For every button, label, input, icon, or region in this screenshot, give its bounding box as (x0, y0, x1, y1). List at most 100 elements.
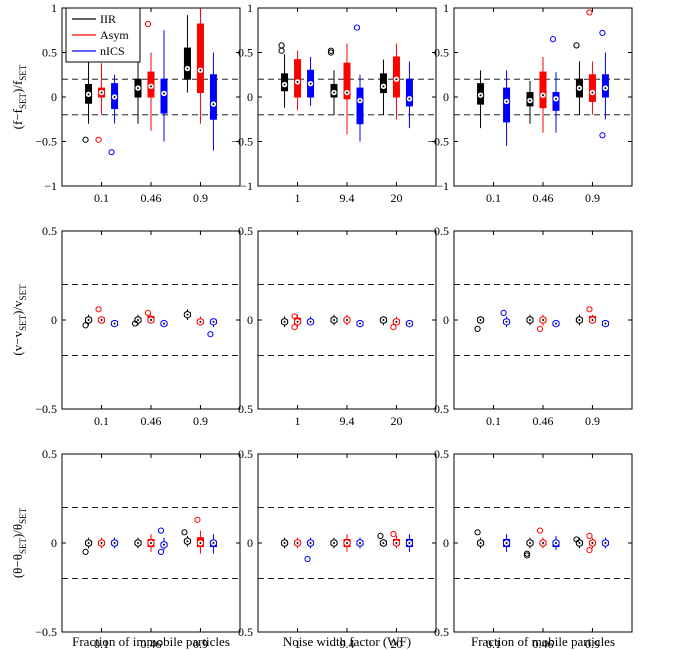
outlier-point (278, 47, 285, 54)
y-tick-label: −0.5 (427, 402, 449, 416)
outlier-point (291, 324, 298, 331)
label-subscript: SET (18, 64, 28, 81)
row-2-y-axis-label: (θ−θSET)/θSET (10, 507, 28, 578)
y-tick-label: 0.5 (434, 46, 449, 60)
box-asym-0 (97, 537, 106, 549)
box-nics-2 (207, 318, 218, 338)
median-dot (408, 97, 411, 100)
panel-r2-c0: −0.5 0 0.5 0.1 0.46 0.9 (35, 447, 241, 650)
box-iir-2 (181, 529, 192, 547)
box-nics-1 (552, 535, 560, 551)
median-dot (212, 320, 215, 323)
median-dot (137, 87, 139, 90)
outlier-point (278, 42, 285, 49)
median-dot (212, 103, 215, 106)
outlier-point (390, 531, 397, 538)
median-dot (529, 319, 531, 321)
box-nics-0 (304, 537, 315, 563)
outlier-point (82, 548, 89, 556)
y-tick-label: 0.5 (42, 224, 57, 238)
median-dot (199, 69, 202, 72)
box-asym-2 (194, 516, 205, 554)
x-tick-label: 0.1 (486, 637, 501, 650)
median-dot (150, 542, 152, 544)
legend: IIR Asym nICS (65, 7, 141, 63)
y-tick-label: −0.5 (35, 135, 57, 149)
median-dot (296, 542, 299, 544)
box-nics-0 (306, 316, 315, 326)
box-asym-0 (291, 313, 302, 331)
box-iir-0 (280, 537, 289, 549)
row-0-y-axis-label: (f−fSET)/fSET (10, 64, 28, 129)
y-tick-label: −0.5 (35, 402, 57, 416)
box-iir-0 (474, 529, 485, 549)
median-dot (100, 542, 103, 544)
x-tick-label: 1 (295, 191, 301, 205)
label-text: )/v (10, 300, 25, 315)
col-2-x-axis-label: Fraction of mobile particles (471, 634, 615, 649)
box-nics-1 (160, 30, 168, 142)
median-dot (333, 91, 335, 94)
x-tick-label: 1 (295, 414, 301, 428)
median-dot (578, 542, 581, 544)
iqr-box (343, 62, 351, 100)
y-tick-label: 0 (51, 90, 57, 104)
outlier-point (207, 331, 214, 338)
box-nics-2 (601, 537, 610, 549)
outlier-point (291, 313, 298, 320)
outlier-point (95, 306, 102, 313)
median-dot (186, 540, 189, 543)
label-text: (v−v (10, 330, 25, 355)
box-iir-1 (330, 314, 338, 326)
box-iir-1 (327, 47, 338, 115)
outlier-point (549, 36, 557, 43)
median-dot (87, 319, 90, 321)
y-tick-label: 0 (51, 536, 57, 550)
y-tick-label: 0.5 (238, 224, 253, 238)
box-nics-0 (500, 309, 511, 328)
median-dot (150, 319, 152, 321)
x-tick-label: 0.1 (94, 191, 109, 205)
median-dot (333, 542, 335, 544)
median-dot (163, 322, 165, 325)
box-iir-2 (379, 316, 388, 326)
x-tick-label: 0.46 (141, 637, 162, 650)
outlier-point (474, 325, 481, 332)
box-iir-1 (526, 314, 534, 326)
x-tick-label: 0.46 (533, 414, 554, 428)
box-nics-2 (405, 534, 414, 552)
y-tick-label: −0.5 (427, 625, 449, 639)
median-dot (542, 542, 544, 544)
outlier-point (599, 132, 606, 139)
median-dot (542, 319, 544, 321)
median-dot (100, 91, 103, 94)
box-iir-0 (476, 70, 485, 129)
median-dot (578, 87, 581, 90)
x-tick-label: 9.4 (340, 637, 355, 650)
box-asym-2 (586, 532, 597, 554)
legend-label-asym: Asym (100, 28, 129, 42)
x-tick-label: 0.1 (94, 637, 109, 650)
x-tick-label: 0.46 (141, 191, 162, 205)
box-nics-1 (356, 537, 364, 549)
box-asym-1 (536, 314, 547, 332)
box-iir-1 (134, 61, 142, 124)
median-dot (346, 91, 348, 94)
panel-r2-c1: −0.5 0 0.5 1 9.4 20 (231, 447, 437, 650)
outlier-point (353, 24, 361, 31)
label-text: (f−f (10, 108, 25, 129)
outlier-point (523, 550, 531, 557)
box-asym-2 (196, 8, 205, 124)
median-dot (359, 99, 361, 102)
label-subscript: SET (18, 284, 28, 301)
x-tick-label: 0.9 (585, 414, 600, 428)
median-dot (604, 542, 607, 544)
x-tick-label: 20 (390, 191, 402, 205)
iqr-box (183, 47, 191, 80)
y-tick-label: −1 (44, 179, 57, 193)
outlier-point (157, 527, 165, 534)
y-tick-label: 0 (443, 90, 449, 104)
x-tick-label: 9.4 (340, 414, 355, 428)
row-1-y-axis-label: (v−vSET)/vSET (10, 284, 28, 356)
y-tick-label: 0 (247, 536, 253, 550)
